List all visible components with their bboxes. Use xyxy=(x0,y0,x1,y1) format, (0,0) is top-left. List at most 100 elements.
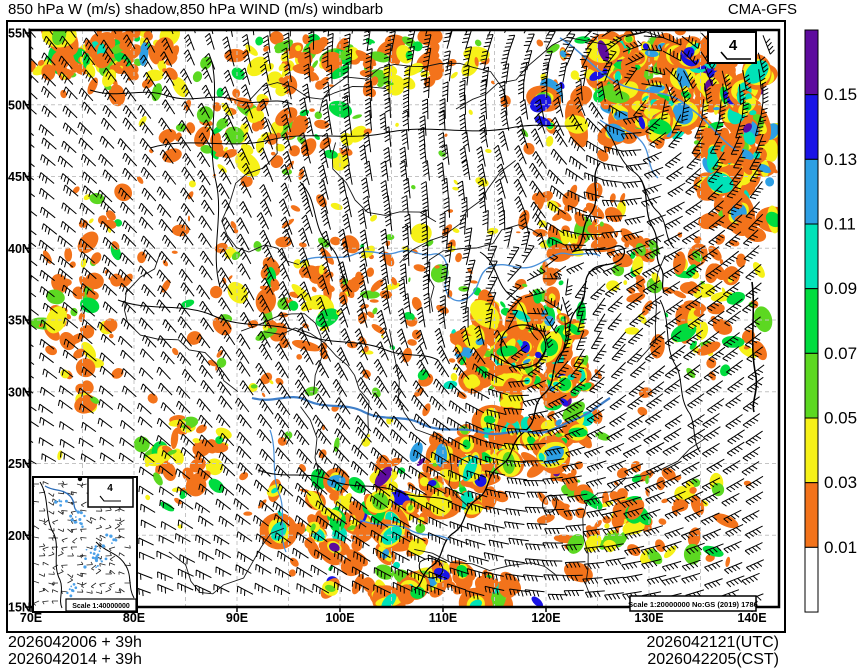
inset-island-dot xyxy=(95,566,97,569)
plot-border xyxy=(28,28,781,609)
colorbar-tick-label: 0.07 xyxy=(824,344,857,363)
inset-island-dot xyxy=(58,500,61,503)
inset-island-dot xyxy=(96,553,100,557)
outer-frame xyxy=(6,20,786,633)
inset-island-dot xyxy=(54,500,58,504)
colorbar-segment xyxy=(804,29,819,96)
chart-title: 850 hPa W (m/s) shadow,850 hPa WIND (m/s… xyxy=(8,1,384,18)
inset-island-dot xyxy=(76,510,80,514)
inset-island-dot xyxy=(94,545,98,548)
y-tick-label: 45N xyxy=(8,170,31,184)
colorbar-segment xyxy=(804,546,819,613)
inset-island-dot xyxy=(98,550,101,553)
inset-barb-legend-value: 4 xyxy=(107,483,113,494)
colorbar-segment xyxy=(804,482,819,548)
inset-island-dot xyxy=(73,520,77,524)
inset-island-dot xyxy=(101,544,105,548)
colorbar-segment xyxy=(804,223,819,290)
inset-island-dot xyxy=(91,556,95,560)
x-tick-label: 130E xyxy=(634,611,663,625)
barb-legend-value: 4 xyxy=(729,37,738,54)
valid-times: 2026042121(UTC) 2026042205(CST) xyxy=(646,634,779,668)
colorbar-tick-label: 0.09 xyxy=(824,279,857,298)
inset-island-dot xyxy=(99,558,102,561)
inset-island-dot xyxy=(66,591,69,595)
colorbar-tick-label: 0.15 xyxy=(824,85,857,104)
inset-island-dot xyxy=(72,582,76,586)
colorbar-tick-label: 0.01 xyxy=(824,538,857,557)
inset-island-dot xyxy=(70,518,74,522)
inset-island-dot xyxy=(104,557,108,561)
y-tick-label: 50N xyxy=(8,98,31,112)
x-tick-label: 90E xyxy=(226,611,248,625)
colorbar-segment xyxy=(804,94,819,160)
y-tick-label: 30N xyxy=(8,385,31,399)
inset-island-dot xyxy=(68,588,71,591)
inset-barb-legend-glyph xyxy=(99,495,121,502)
y-tick-label: 55N xyxy=(8,27,31,41)
colorbar: 0.15 0.13 0.11 0.09 0.07 0.05 0.03 0.01 xyxy=(804,29,857,613)
inset-island-dot xyxy=(100,560,103,563)
inset-island-dot xyxy=(60,500,63,503)
x-tick-label: 100E xyxy=(325,611,354,625)
valid-time-utc: 2026042121(UTC) xyxy=(646,634,779,651)
inset-island-dot xyxy=(83,514,86,518)
inset-island-dot xyxy=(75,509,78,512)
inset-island-dot xyxy=(81,525,84,529)
inset-island-dot xyxy=(70,585,73,588)
inset-island-dot xyxy=(69,594,73,598)
inset-island-dot xyxy=(109,534,113,538)
inset-island-dot xyxy=(93,547,97,551)
colorbar-tick-label: 0.13 xyxy=(824,150,857,169)
init-time-utc: 2026042006 + 39h xyxy=(8,634,142,651)
inset-island-dot xyxy=(105,533,109,537)
inset-island-dot xyxy=(84,557,87,561)
colorbar-segment xyxy=(804,417,819,484)
colorbar-tick-label: 0.03 xyxy=(824,473,857,492)
colorbar-segment xyxy=(804,352,819,419)
x-tick-label: 140E xyxy=(737,611,766,625)
x-tick-label: 80E xyxy=(123,611,145,625)
scale-label-inset: Scale 1:40000000 xyxy=(72,603,130,610)
y-tick-label: 40N xyxy=(8,242,31,256)
init-times: 2026042006 + 39h 2026042014 + 39h xyxy=(8,634,142,668)
inset-island-dot xyxy=(64,499,68,503)
colorbar-tick-label: 0.11 xyxy=(824,215,856,234)
inset-island-dot xyxy=(85,548,88,551)
y-tick-label: 20N xyxy=(8,529,31,543)
inset-island-dot xyxy=(111,542,113,544)
inset-island-dot xyxy=(74,586,78,590)
y-tick-label: 35N xyxy=(8,314,31,328)
model-label: CMA-GFS xyxy=(727,1,797,18)
inset-map-south-china-sea: 4 Scale 1:40000000 xyxy=(32,476,138,613)
scale-label-main: Scale 1:20000000 No:GS (2019) 1786 xyxy=(628,595,758,612)
x-tick-label: 120E xyxy=(531,611,560,625)
y-tick-label: 25N xyxy=(8,457,31,471)
colorbar-tick-label: 0.05 xyxy=(824,409,857,428)
inset-island-dot xyxy=(72,589,75,593)
init-time-cst: 2026042014 + 39h xyxy=(8,651,142,668)
inset-island-dot xyxy=(80,522,83,526)
inset-island-dot xyxy=(95,555,98,557)
inset-island-dot xyxy=(96,564,99,567)
colorbar-segment xyxy=(804,288,819,354)
inset-island-dot xyxy=(78,518,82,522)
y-tick-label: 15N xyxy=(8,601,31,615)
valid-time-cst: 2026042205(CST) xyxy=(647,651,779,668)
inset-island-dot xyxy=(59,503,63,507)
inset-island-dot xyxy=(83,565,87,569)
inset-city-dot xyxy=(77,478,83,482)
x-tick-label: 70E xyxy=(20,611,42,625)
inset-island-dot xyxy=(79,511,83,515)
inset-island-dot xyxy=(92,552,96,555)
x-tick-label: 110E xyxy=(429,611,458,625)
barb-legend: 4 xyxy=(707,31,757,64)
inset-island-dot xyxy=(112,538,116,542)
map-plot-area xyxy=(30,30,779,607)
svg-text:Scale 1:20000000 No:GS (2019): Scale 1:20000000 No:GS (2019) 1786 xyxy=(628,600,758,609)
inset-island-dot xyxy=(89,551,92,554)
colorbar-segment xyxy=(804,158,819,225)
